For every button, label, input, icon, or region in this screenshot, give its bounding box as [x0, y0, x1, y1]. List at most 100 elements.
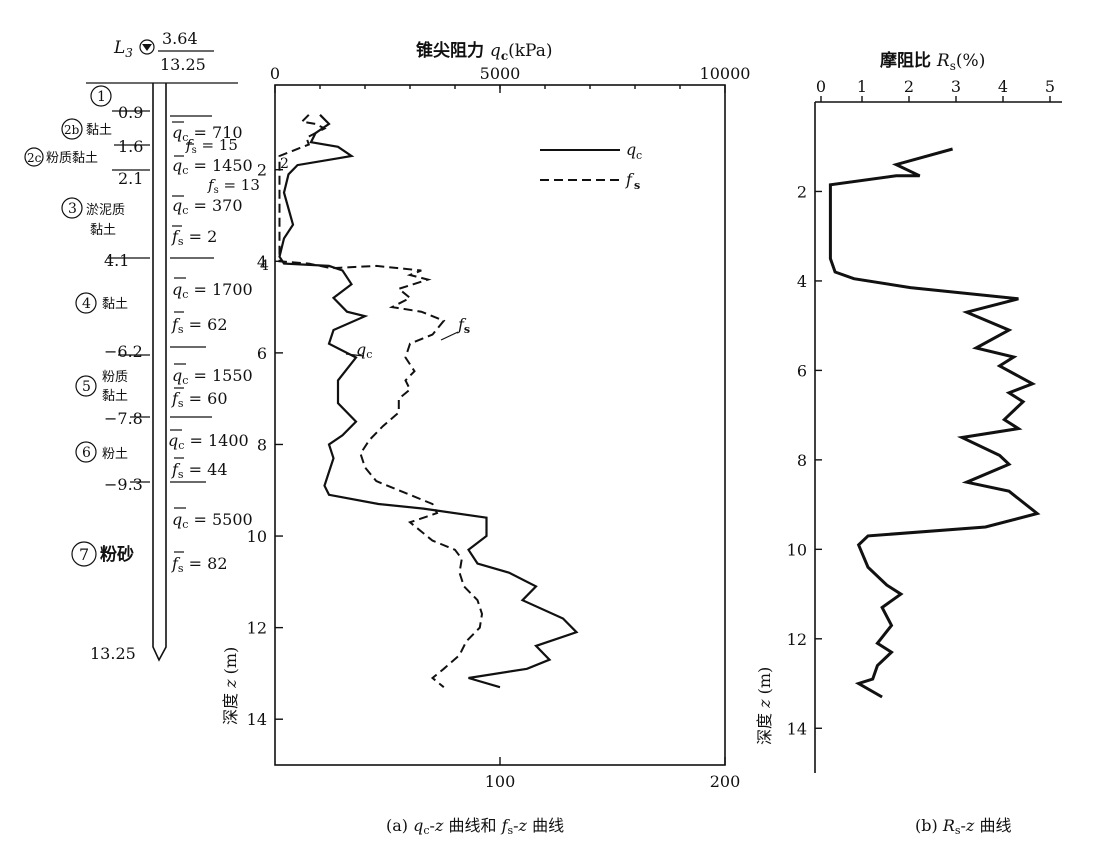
legend-qc-sub: c [636, 149, 642, 162]
layer-1-depth: 0.9 [118, 103, 143, 122]
svg-text:7: 7 [79, 545, 89, 564]
chart-b-x-tick-label: 1 [857, 77, 867, 96]
stat-fs-6: fs = 44 [171, 460, 228, 481]
chart-b-x-tick-label: 5 [1045, 77, 1055, 96]
chart-a-top-tick-label: 10000 [700, 64, 751, 83]
chart-b-x-tick-label: 2 [904, 77, 914, 96]
borehole-log: L3 3.64 13.25 1 0.9 2b [24, 29, 260, 663]
chart-a-frame [274, 84, 726, 766]
layer-2c-depth: 2.1 [118, 169, 143, 188]
chart-a-label-fs: fs [457, 315, 470, 336]
chart-a-ylabel: 深度 z (m) [221, 647, 240, 725]
layer-2b-name: 黏土 [86, 122, 112, 138]
stat-qc-5: qc = 1550 [172, 366, 253, 387]
layer-3-name-a: 淤泥质 [86, 203, 125, 218]
chart-a-label-4: 4 [260, 258, 269, 274]
water-level-label: L3 [113, 38, 133, 60]
layer-7-marker: 7 [71, 541, 97, 567]
chart-a-label-qc: qc [356, 340, 372, 361]
layer-5-marker: 5 [75, 375, 97, 397]
chart-a: 锥尖阻力 qc(kPa) 0 5000 10000 100 200 2 4 6 8 10 12 14 q… [221, 40, 750, 837]
layer-4-marker: 4 [75, 292, 97, 314]
layer-2b-depth: 1.6 [118, 137, 143, 156]
chart-a-label-2: 2 [280, 156, 289, 172]
svg-text:5: 5 [82, 379, 91, 395]
series-qc-line [278, 114, 579, 689]
chart-a-bottom-tick-label: 100 [485, 772, 516, 791]
chart-a-top-tick-label: 5000 [480, 64, 521, 83]
legend-qc-label: q [626, 140, 636, 159]
layer-6-name: 粉土 [102, 447, 128, 462]
stat-qc-3: qc = 370 [172, 196, 243, 217]
chart-a-y-tick-label: 10 [247, 527, 267, 546]
bottom-depth: 13.25 [90, 644, 136, 663]
chart-a-top-tick-label: 0 [270, 64, 280, 83]
stat-qc-6: qc = 1400 [168, 431, 249, 452]
stat-fs-7: fs = 82 [171, 554, 228, 575]
level-top: 3.64 [162, 29, 198, 48]
chart-a-y-tick-label: 12 [247, 619, 267, 638]
stat-qc-2c: qc = 1450 [172, 156, 253, 177]
chart-b-x-tick-label: 0 [816, 77, 826, 96]
chart-b-x-tick-label: 3 [951, 77, 961, 96]
chart-b-caption: (b) Rs-z 曲线 [915, 816, 1011, 837]
stat-fs-5: fs = 60 [171, 389, 228, 410]
stat-qc-2b: qc = 710 [172, 123, 243, 144]
chart-b-y-tick-label: 8 [797, 451, 807, 470]
layer-3-name-b: 黏土 [90, 222, 116, 238]
chart-a-y-tick-label: 6 [257, 344, 267, 363]
legend-fs-sub: s [634, 179, 640, 192]
svg-text:1: 1 [97, 89, 106, 105]
chart-a-y-tick-label: 2 [257, 161, 267, 180]
chart-b-x-tick-label: 4 [998, 77, 1008, 96]
layer-1-marker: 1 [90, 85, 112, 107]
chart-b-y-tick-label: 10 [787, 540, 807, 559]
chart-b-y-tick-label: 6 [797, 361, 807, 380]
layer-6-depth: −9.3 [104, 475, 143, 494]
layer-4-depth: −6.2 [104, 342, 143, 361]
layer-3-depth: 4.1 [104, 251, 129, 270]
chart-a-y-tick-label: 14 [247, 710, 267, 729]
stat-fs-2b: fs = 15 [185, 136, 238, 156]
series-fs-line [278, 114, 484, 688]
borehole-tube [152, 83, 167, 662]
water-level-icon [139, 39, 155, 55]
layer-2c-name: 粉质黏土 [46, 150, 98, 166]
chart-a-caption: (a) qc-z 曲线和 fs-z 曲线 [386, 816, 564, 837]
series-rs-line [828, 147, 1041, 699]
chart-b-top-axis-label: 摩阻比 Rs(%) [880, 50, 985, 73]
chart-b-y-tick-label: 4 [797, 272, 807, 291]
svg-text:4: 4 [82, 296, 91, 312]
layer-6-marker: 6 [75, 441, 97, 463]
svg-text:3: 3 [68, 201, 77, 217]
chart-a-y-tick-label: 8 [257, 435, 267, 454]
layer-3-marker: 3 [61, 197, 83, 219]
layer-2c-marker: 2c [24, 147, 44, 167]
svg-text:6: 6 [82, 445, 91, 461]
stat-fs-2c: fs = 13 [207, 176, 260, 196]
stat-qc-4: qc = 1700 [172, 280, 253, 301]
layer-stats: qc = 710 fs = 15 qc = 1450 fs = 13 qc = … [168, 121, 260, 575]
legend-fs-label: f [625, 170, 635, 189]
layer-5-name-b: 黏土 [102, 388, 128, 404]
chart-a-bottom-tick-label: 200 [710, 772, 741, 791]
layer-5-name-a: 粉质 [102, 370, 128, 385]
chart-b-y-tick-label: 2 [797, 182, 807, 201]
chart-b-y-tick-label: 12 [787, 630, 807, 649]
chart-a-y-tick-label: 4 [257, 252, 267, 271]
svg-text:2b: 2b [64, 123, 80, 137]
chart-b-ylabel: 深度 z (m) [755, 667, 774, 745]
chart-a-top-axis-label: 锥尖阻力 qc(kPa) [416, 40, 553, 63]
chart-b-y-tick-label: 14 [787, 719, 807, 738]
layer-2b-marker: 2b [61, 118, 83, 140]
stat-fs-4: fs = 62 [171, 315, 228, 336]
layer-4-name: 黏土 [102, 296, 128, 312]
stat-qc-7: qc = 5500 [172, 510, 253, 531]
layer-7-name: 粉砂 [100, 544, 134, 565]
level-bottom: 13.25 [160, 55, 206, 74]
stat-fs-3: fs = 2 [171, 227, 217, 248]
